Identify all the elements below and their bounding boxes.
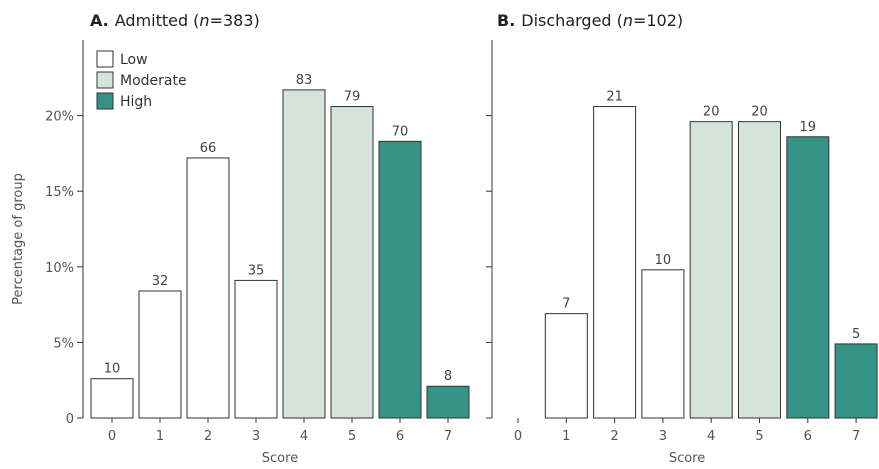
bar-score-7 [426, 385, 470, 419]
legend-label: High [120, 94, 152, 110]
x-tick-label: 0 [108, 429, 116, 444]
panel-letter: B. [497, 11, 515, 30]
bar-score-3 [234, 279, 278, 419]
legend-label: Moderate [120, 73, 187, 89]
x-tick-label: 6 [396, 429, 404, 444]
legend-swatch-moderate [96, 71, 114, 89]
data-label: 83 [296, 73, 313, 88]
y-tick-label: 15% [45, 185, 74, 200]
x-tick-label: 5 [755, 429, 763, 444]
x-tick-label: 7 [444, 429, 452, 444]
panel-name: Admitted [115, 11, 188, 30]
data-label: 5 [852, 327, 860, 342]
panel-n: 383 [223, 11, 254, 30]
x-tick-label: 2 [610, 429, 618, 444]
bar-score-6 [786, 136, 830, 419]
x-tick-label: 5 [348, 429, 356, 444]
data-label: 70 [392, 124, 409, 139]
bar-score-0 [90, 378, 134, 419]
panel-title: B. Discharged (n=102) [497, 11, 683, 30]
x-tick-label: 3 [659, 429, 667, 444]
data-label: 21 [606, 90, 623, 105]
data-label: 7 [562, 297, 570, 312]
bar-score-5 [738, 121, 781, 419]
panel-n: 102 [646, 11, 677, 30]
bar-score-7 [834, 343, 878, 419]
x-tick-label: 0 [514, 429, 522, 444]
data-label: 10 [655, 253, 672, 268]
data-label: 20 [703, 105, 720, 120]
x-tick-label: 1 [562, 429, 570, 444]
data-label: 19 [800, 120, 817, 135]
bar-score-4 [689, 121, 733, 419]
panel-title: A. Admitted (n=383) [90, 11, 260, 30]
x-tick-label: 6 [804, 429, 812, 444]
x-axis-label: Score [669, 451, 705, 466]
bar-score-2 [186, 157, 230, 419]
data-label: 66 [200, 141, 217, 156]
legend-label: Low [120, 52, 148, 68]
panel-b: B. Discharged (n=102)07121210320420519657S… [486, 11, 878, 466]
x-tick-label: 7 [852, 429, 860, 444]
bar-score-1 [138, 290, 182, 419]
bar-score-5 [330, 106, 374, 419]
x-tick-label: 4 [300, 429, 308, 444]
x-tick-label: 1 [156, 429, 164, 444]
bar-score-4 [282, 89, 326, 419]
bar-score-1 [544, 313, 588, 419]
bar-score-3 [641, 269, 685, 419]
x-tick-label: 2 [204, 429, 212, 444]
data-label: 10 [104, 362, 121, 377]
y-tick-label: 0 [66, 412, 74, 427]
data-label: 20 [751, 105, 768, 120]
x-axis-label: Score [262, 451, 298, 466]
panel-letter: A. [90, 11, 109, 30]
y-axis-label: Percentage of group [11, 173, 26, 305]
data-label: 8 [444, 369, 452, 384]
bar-score-6 [378, 140, 422, 419]
panel-name: Discharged [521, 11, 611, 30]
data-label: 35 [248, 263, 265, 278]
x-tick-label: 4 [707, 429, 715, 444]
legend-swatch-high [96, 92, 114, 110]
y-tick-label: 20% [45, 110, 74, 125]
legend: Low Moderate High [96, 50, 187, 110]
bar-score-2 [593, 106, 637, 419]
data-label: 32 [152, 274, 169, 289]
y-tick-label: 5% [53, 336, 74, 351]
legend-swatch-low [96, 50, 114, 68]
panel-a: A. Admitted (n=383)05%10%15%20%Percentage … [11, 11, 470, 466]
y-tick-label: 10% [45, 261, 74, 276]
data-label: 79 [344, 90, 361, 105]
x-tick-label: 3 [252, 429, 260, 444]
